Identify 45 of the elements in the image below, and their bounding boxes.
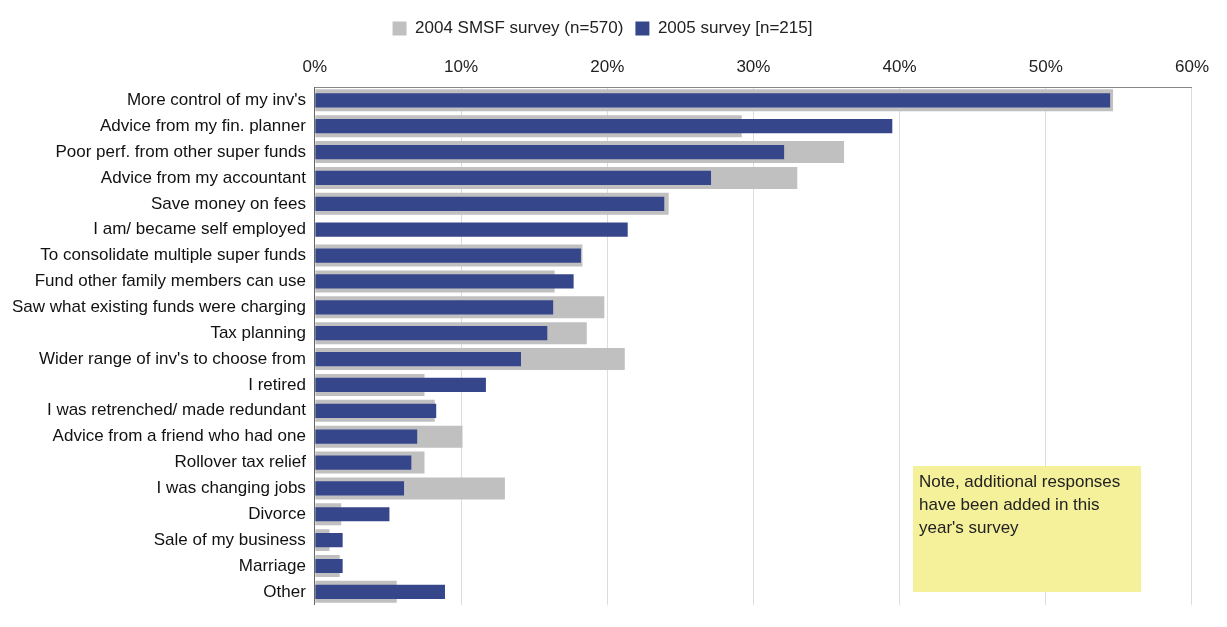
bar <box>315 377 486 393</box>
bar <box>315 144 785 160</box>
x-tick-label: 30% <box>736 56 771 76</box>
x-tick-label: 60% <box>1174 56 1209 76</box>
bar <box>315 300 554 315</box>
bar <box>315 507 390 522</box>
bar <box>315 481 405 496</box>
bar <box>315 429 418 444</box>
bar <box>315 584 445 599</box>
y-tick-label: Sale of my business <box>153 529 306 549</box>
y-tick-label: Divorce <box>248 503 306 523</box>
x-tick-label: 50% <box>1028 56 1063 76</box>
y-tick-label: Rollover tax relief <box>174 452 307 472</box>
y-tick-label: I was retrenched/ made redundant <box>46 400 307 420</box>
y-tick-label: I retired <box>248 374 306 394</box>
bar <box>315 170 712 186</box>
bar <box>315 274 574 289</box>
bar <box>315 222 628 237</box>
y-tick-label: Tax planning <box>210 322 306 342</box>
annotation: Note, additional responses have been added in this year's survey <box>919 471 1122 539</box>
x-tick-label: 40% <box>882 56 917 76</box>
y-tick-label: Saw what existing funds were charging <box>11 296 306 316</box>
legend-label: 2005 survey [n=215] <box>657 18 813 38</box>
y-tick-label: More control of my inv's <box>126 90 306 110</box>
x-tick-label: 0% <box>302 56 328 76</box>
x-tick-label: 10% <box>444 56 479 76</box>
y-tick-label: I am/ became self employed <box>93 219 306 239</box>
legend-label: 2004 SMSF survey (n=570) <box>415 18 624 38</box>
y-tick-label: Save money on fees <box>150 193 306 213</box>
y-tick-label: Fund other family members can use <box>34 271 306 291</box>
y-tick-label: To consolidate multiple super funds <box>40 245 306 265</box>
y-tick-label: Advice from my accountant <box>100 167 307 187</box>
bar <box>315 326 548 341</box>
y-tick-label: I was changing jobs <box>156 478 306 498</box>
bar <box>315 455 412 470</box>
y-tick-label: Advice from my fin. planner <box>99 115 307 135</box>
y-tick-label: Other <box>263 581 307 601</box>
y-tick-label: Advice from a friend who had one <box>52 426 306 446</box>
x-tick-label: 20% <box>590 56 625 76</box>
y-tick-label: Poor perf. from other super funds <box>55 141 306 161</box>
bar <box>315 351 521 367</box>
y-tick-label: Marriage <box>238 555 306 575</box>
y-tick-label: Wider range of inv's to choose from <box>39 348 306 368</box>
bar <box>315 119 893 134</box>
bar <box>315 533 343 548</box>
